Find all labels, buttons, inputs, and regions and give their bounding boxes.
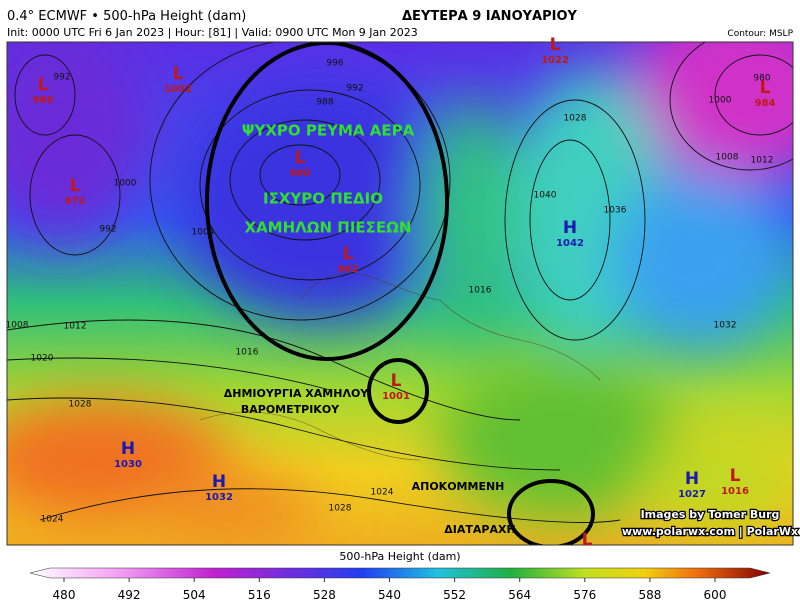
isobar-label: 1040 — [534, 191, 557, 201]
annotation: ΧΑΜΗΛΩΝ ΠΙΕΣΕΩΝ — [245, 219, 412, 237]
center-value: 972 — [65, 196, 86, 207]
isobar-label: 980 — [753, 74, 770, 84]
center-letter: L — [173, 64, 184, 84]
subtitle: Init: 0000 UTC Fri 6 Jan 2023 | Hour: [8… — [7, 26, 418, 39]
isobar-label: 992 — [53, 73, 70, 83]
annotation: ΒΑΡΟΜΕΤΡΙΚΟΥ — [241, 403, 340, 416]
watermark: www.polarwx.com | PolarWx — [622, 525, 798, 538]
colorbar-tick-label: 552 — [443, 588, 466, 602]
isobar-label: 1028 — [564, 114, 587, 124]
center-letter: L — [582, 530, 593, 550]
colorbar-tick-label: 576 — [573, 588, 596, 602]
isobar-label: 1008 — [6, 321, 29, 331]
annotation: ΙΣΧΥΡΟ ΠΕΔΙΟ — [263, 190, 383, 208]
colorbar-tick-label: 540 — [378, 588, 401, 602]
isobar-label: 1036 — [604, 206, 627, 216]
annotation: ΑΠΟΚΟΜΜΕΝΗ — [412, 480, 505, 493]
watermark: Images by Tomer Burg — [641, 508, 780, 521]
center-value: 960 — [290, 168, 311, 179]
isobar-label: 1016 — [469, 286, 492, 296]
annotation: ΨΥΧΡΟ ΡΕΥΜΑ ΑΕΡΑ — [242, 122, 415, 140]
isobar-label: 1000 — [709, 96, 732, 106]
center-value: 1022 — [541, 55, 569, 66]
colorbar-tick-label: 492 — [118, 588, 141, 602]
isobar-label: 1000 — [114, 179, 137, 189]
center-value: 1001 — [382, 391, 410, 402]
center-letter: L — [38, 75, 49, 95]
colorbar-title: 500-hPa Height (dam) — [339, 550, 460, 563]
isobar-label: 1032 — [714, 321, 737, 331]
center-letter: L — [70, 176, 81, 196]
title: 0.4° ECMWF • 500-hPa Height (dam) — [7, 9, 246, 24]
map-frame — [6, 41, 794, 546]
isobar-label: 1024 — [41, 515, 64, 525]
colorbar-tick-label: 588 — [638, 588, 661, 602]
center-value: 1030 — [114, 459, 142, 470]
isobar-label: 1008 — [716, 153, 739, 163]
center-letter: L — [760, 78, 771, 98]
isobar-label: 992 — [346, 84, 363, 94]
center-letter: L — [343, 244, 354, 264]
colorbar-tick-label: 564 — [508, 588, 531, 602]
map-area — [7, 42, 793, 545]
center-value: 1027 — [678, 489, 706, 500]
isobar-label: 1028 — [69, 400, 92, 410]
center-letter: L — [550, 35, 561, 55]
isobar-label: 1012 — [64, 322, 87, 332]
colorbar-tick-label: 600 — [704, 588, 727, 602]
center-letter: H — [212, 472, 226, 492]
isobar-label: 992 — [99, 225, 116, 235]
center-letter: L — [391, 371, 402, 391]
center-value: 1042 — [556, 238, 584, 249]
isobar-label: 1024 — [371, 488, 394, 498]
center-letter: L — [730, 466, 741, 486]
colorbar-tick-label: 516 — [248, 588, 271, 602]
center-value: 962 — [338, 264, 359, 275]
isobar-label: 1028 — [329, 504, 352, 514]
colorbar-tick-label: 504 — [183, 588, 206, 602]
colorbar-tick-label: 528 — [313, 588, 336, 602]
annotation: ΔΙΑΤΑΡΑΧΗ — [444, 523, 515, 536]
center-letter: L — [295, 148, 306, 168]
isobar-label: 1004 — [192, 228, 215, 238]
isobar-label: 996 — [326, 59, 343, 69]
contour-note: Contour: MSLP — [727, 29, 793, 39]
colorbar: 500-hPa Height (dam) — [29, 550, 771, 579]
center-value: 986 — [33, 95, 54, 106]
center-value: 1002 — [164, 84, 192, 95]
isobar-label: 1016 — [236, 348, 259, 358]
center-value: 984 — [755, 98, 776, 109]
isobar-label: 988 — [316, 98, 333, 108]
isobar-label: 1012 — [751, 156, 774, 166]
headline: ΔΕΥΤΕΡΑ 9 ΙΑΝΟΥΑΡΙΟΥ — [402, 9, 578, 24]
center-letter: H — [685, 469, 699, 489]
center-letter: H — [121, 439, 135, 459]
colorbar-tick-label: 480 — [53, 588, 76, 602]
center-letter: H — [563, 218, 577, 238]
center-value: 1016 — [721, 486, 749, 497]
annotation: ΔΗΜΙΟΥΡΓΙΑ ΧΑΜΗΛΟΥ — [224, 387, 370, 400]
isobar-label: 1020 — [31, 354, 54, 364]
center-value: 1032 — [205, 492, 233, 503]
